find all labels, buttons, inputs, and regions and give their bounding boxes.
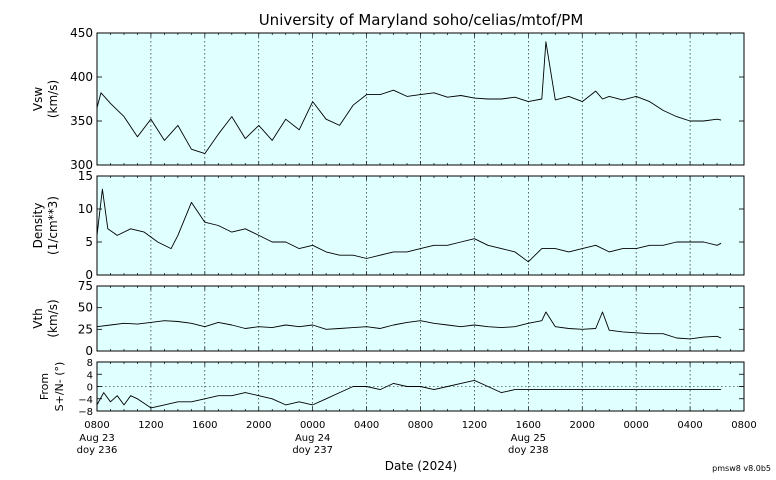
x-tick-label: 2000 <box>246 420 271 431</box>
y-tick-label: 0 <box>85 268 93 282</box>
y-axis-label-line: (km/s) <box>46 80 60 118</box>
x-tick-label: 2000 <box>570 420 595 431</box>
y-tick-label: 450 <box>70 26 93 40</box>
x-tick-label: 0000 <box>300 420 325 431</box>
version-label: pmsw8 v8.0b5 <box>712 464 771 473</box>
x-tick-label: 1600 <box>516 420 541 431</box>
day-doy-label: doy 237 <box>292 445 333 456</box>
y-axis-label-line: Vth <box>31 308 45 329</box>
y-axis-label-line: Density <box>31 203 45 249</box>
panel-0: 300 350 400 450 Vsw(km/s) <box>31 26 745 172</box>
day-date-label: Aug 24 <box>295 433 330 444</box>
y-tick-label: 400 <box>70 70 93 84</box>
x-tick-label: 1200 <box>138 420 163 431</box>
y-tick-label: 0 <box>87 383 93 394</box>
series-0-line <box>96 41 722 155</box>
y-tick-label: 10 <box>78 202 93 216</box>
y-tick-label: −8 <box>78 407 93 418</box>
x-tick-label: 0400 <box>677 420 702 431</box>
chart-title: University of Maryland soho/celias/mtof/… <box>259 11 584 29</box>
panels: 300350400450Vsw(km/s)051015Density(1/cm*… <box>31 26 745 418</box>
y-axis-label: Density(1/cm**3) <box>31 196 60 255</box>
x-tick-label: 1200 <box>462 420 487 431</box>
y-tick-label: 25 <box>78 322 93 336</box>
panel-2: 0 25 50 75 Vth(km/s) <box>31 279 745 358</box>
x-axis-label: Date (2024) <box>385 459 457 473</box>
x-tick-label: 1600 <box>192 420 217 431</box>
y-tick-label: 50 <box>78 301 93 315</box>
y-tick-label: −4 <box>78 395 93 406</box>
x-tick-label: 0400 <box>354 420 379 431</box>
y-axis-label-line: S+/N- (°) <box>53 362 66 412</box>
x-axis: 0800 1200 1600 2000 0000 0400 0800 1200 1600 2000… <box>77 420 757 456</box>
day-doy-label: doy 238 <box>508 445 549 456</box>
y-tick-label: 15 <box>78 169 93 183</box>
x-tick-label: 0800 <box>84 420 109 431</box>
y-axis-label-line: (1/cm**3) <box>46 196 60 255</box>
y-axis-label: Vth(km/s) <box>31 299 60 337</box>
y-axis-label-line: From <box>38 373 51 400</box>
x-tick-label: 0000 <box>623 420 648 431</box>
y-axis-label: From S+/N- (°) <box>38 362 66 412</box>
series-2-line <box>96 311 722 340</box>
y-tick-label: 300 <box>70 158 93 172</box>
y-tick-label: 8 <box>87 358 93 369</box>
day-doy-label: doy 236 <box>77 445 118 456</box>
panel-1: 0 5 10 15 Density(1/cm**3) <box>31 169 745 282</box>
y-axis-label-line: (km/s) <box>46 299 60 337</box>
panel-3: −8−40 48 From S+/N- (°) <box>38 358 745 418</box>
y-tick-label: 350 <box>70 114 93 128</box>
y-tick-label: 5 <box>85 235 93 249</box>
series-1-line <box>96 188 722 263</box>
y-tick-label: 4 <box>87 370 93 381</box>
y-tick-label: 75 <box>78 279 93 293</box>
y-axis-label-line: Vsw <box>31 87 45 111</box>
x-tick-label: 0800 <box>408 420 433 431</box>
x-tick-label: 0800 <box>731 420 756 431</box>
day-date-label: Aug 25 <box>511 433 546 444</box>
day-date-label: Aug 23 <box>79 433 114 444</box>
panel-background <box>97 33 744 165</box>
y-axis-label: Vsw(km/s) <box>31 80 60 118</box>
y-tick-label: 0 <box>85 344 93 358</box>
series-3-line <box>96 379 722 409</box>
